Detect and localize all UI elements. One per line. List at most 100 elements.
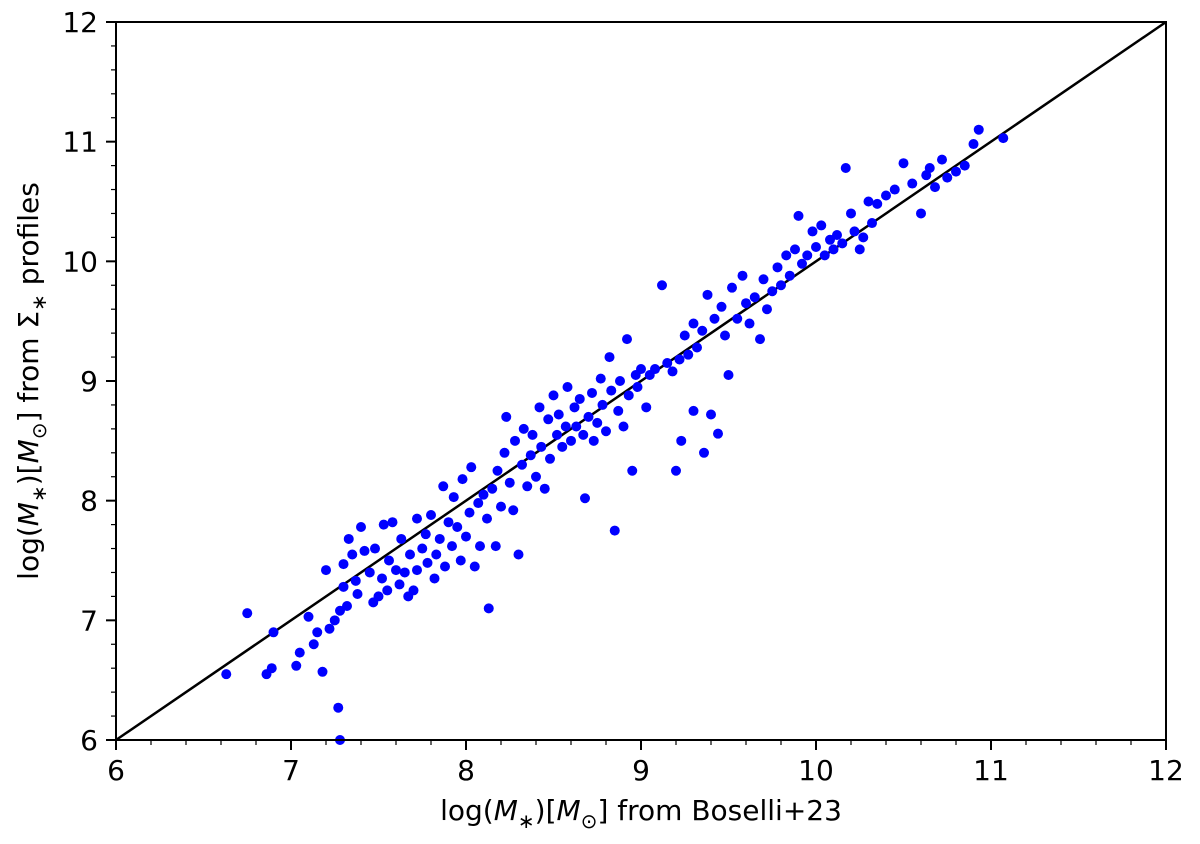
data-point bbox=[867, 218, 877, 229]
identity-line bbox=[115, 20, 1167, 742]
data-point bbox=[469, 561, 480, 572]
data-point bbox=[618, 421, 629, 432]
data-point bbox=[518, 423, 529, 434]
data-point bbox=[772, 262, 783, 273]
x-tick-label: 6 bbox=[107, 754, 125, 787]
data-point bbox=[291, 660, 302, 671]
data-point bbox=[790, 244, 800, 255]
x-tick-label: 11 bbox=[973, 754, 1009, 787]
data-point bbox=[312, 627, 323, 638]
data-point bbox=[973, 124, 984, 135]
data-point bbox=[807, 226, 818, 237]
data-point bbox=[816, 220, 827, 231]
data-point bbox=[937, 154, 947, 165]
x-tick-label: 10 bbox=[798, 754, 834, 787]
data-point bbox=[755, 334, 765, 345]
data-point bbox=[268, 627, 279, 638]
data-point bbox=[513, 549, 524, 560]
data-point bbox=[819, 250, 830, 261]
data-point bbox=[951, 166, 961, 177]
data-point bbox=[737, 270, 748, 281]
data-point bbox=[536, 441, 547, 452]
data-point bbox=[522, 481, 533, 492]
major-ticks bbox=[106, 21, 1167, 750]
data-point bbox=[517, 459, 527, 470]
data-point bbox=[793, 210, 804, 221]
data-point bbox=[776, 280, 786, 291]
data-point bbox=[699, 447, 709, 458]
data-point bbox=[539, 483, 550, 494]
data-point bbox=[384, 555, 394, 566]
data-point bbox=[464, 507, 475, 518]
data-point bbox=[531, 471, 541, 482]
data-point bbox=[356, 521, 366, 532]
data-point bbox=[828, 244, 839, 255]
data-point bbox=[968, 139, 979, 150]
data-point bbox=[478, 489, 489, 500]
y-tick-label: 6 bbox=[80, 724, 98, 757]
data-point bbox=[329, 615, 340, 626]
data-point bbox=[434, 533, 445, 544]
data-point bbox=[781, 250, 792, 261]
data-point bbox=[412, 513, 422, 524]
data-point bbox=[595, 373, 606, 384]
data-point bbox=[578, 429, 589, 440]
data-point bbox=[688, 318, 699, 329]
data-point bbox=[461, 531, 471, 542]
y-tick-label: 9 bbox=[80, 365, 98, 398]
data-point bbox=[508, 505, 519, 516]
data-point bbox=[399, 567, 410, 578]
data-point bbox=[338, 581, 349, 592]
data-point bbox=[429, 573, 440, 584]
data-point bbox=[370, 543, 380, 554]
y-tick-label: 8 bbox=[80, 485, 98, 518]
data-point bbox=[447, 541, 457, 552]
tick-labels: 6 7 8 9 10 11 12 6 7 8 9 10 11 12 bbox=[62, 6, 1183, 787]
data-point bbox=[510, 435, 520, 446]
data-point bbox=[723, 370, 734, 381]
data-point bbox=[448, 492, 459, 503]
data-point bbox=[466, 462, 477, 473]
data-point bbox=[623, 390, 634, 401]
data-point bbox=[863, 196, 874, 207]
data-point bbox=[501, 411, 512, 422]
data-point bbox=[294, 647, 305, 658]
data-point bbox=[335, 605, 345, 616]
data-point bbox=[930, 182, 940, 193]
data-point bbox=[641, 402, 652, 413]
data-point bbox=[709, 313, 720, 324]
data-point bbox=[840, 162, 851, 173]
data-point bbox=[592, 417, 603, 428]
data-point bbox=[784, 270, 795, 281]
data-point bbox=[676, 435, 687, 446]
data-point bbox=[548, 390, 559, 401]
data-point bbox=[438, 481, 449, 492]
data-point bbox=[741, 298, 751, 309]
y-tick-label: 11 bbox=[62, 126, 98, 159]
data-point bbox=[802, 250, 813, 261]
data-point bbox=[832, 230, 842, 241]
data-point bbox=[394, 579, 405, 590]
data-point bbox=[716, 301, 727, 312]
data-point bbox=[317, 666, 328, 677]
plot-frame bbox=[115, 21, 1167, 741]
data-point bbox=[347, 549, 358, 560]
data-point bbox=[679, 330, 690, 341]
data-point bbox=[482, 513, 492, 524]
data-point bbox=[373, 591, 384, 602]
data-point bbox=[412, 565, 422, 576]
data-point bbox=[387, 517, 398, 528]
data-point bbox=[490, 541, 501, 552]
y-axis-label: log(M∗)[M⊙] from Σ∗ profiles bbox=[12, 182, 51, 580]
data-point bbox=[440, 561, 450, 572]
data-point bbox=[650, 364, 660, 375]
data-point bbox=[588, 435, 599, 446]
data-point bbox=[391, 565, 401, 576]
data-point bbox=[636, 364, 646, 375]
data-point bbox=[697, 325, 708, 336]
data-point bbox=[343, 533, 354, 544]
data-point bbox=[396, 533, 407, 544]
data-point bbox=[359, 545, 370, 556]
data-point bbox=[744, 318, 755, 329]
data-point bbox=[483, 603, 494, 614]
